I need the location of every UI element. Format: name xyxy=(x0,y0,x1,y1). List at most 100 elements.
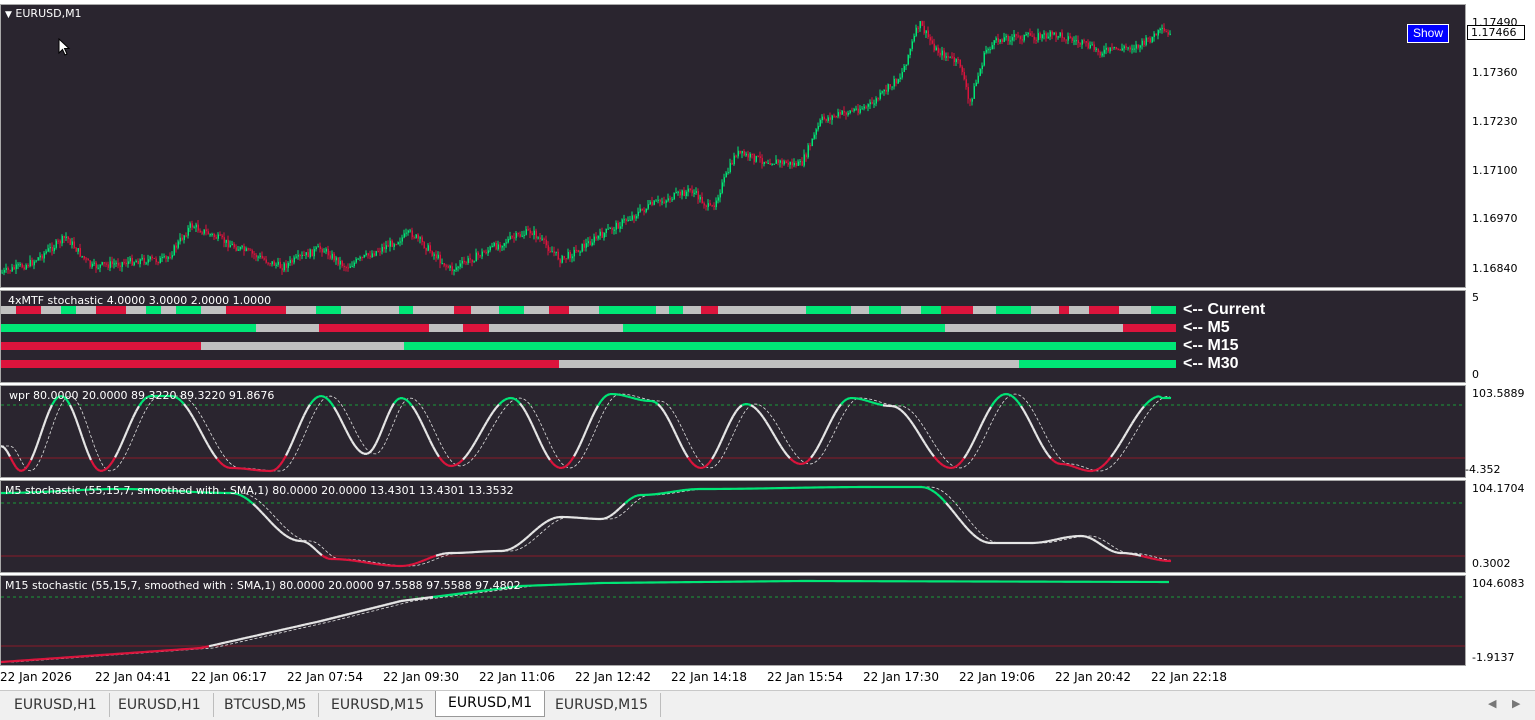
mtf-stochastic-pane[interactable]: 4xMTF stochastic 4.0000 3.0000 2.0000 1.… xyxy=(0,290,1466,383)
main-line xyxy=(591,410,596,418)
main-line xyxy=(216,458,221,463)
main-line xyxy=(729,415,734,423)
m5-scale[interactable]: 104.1704 0.3002 xyxy=(1466,480,1535,573)
main-line xyxy=(456,461,461,466)
tab-eurusd-m15[interactable]: EURUSD,M15 xyxy=(319,693,438,717)
candle-body xyxy=(99,264,101,268)
collapse-triangle-icon[interactable]: ▼ xyxy=(5,10,12,20)
tf-label-current: <-- Current xyxy=(1183,301,1266,318)
m15-scale[interactable]: 104.6083 -1.9137 xyxy=(1466,575,1535,666)
show-button[interactable]: Show xyxy=(1407,24,1450,43)
tab-eurusd-h1[interactable]: EURUSD,H1 xyxy=(2,693,110,717)
m15-stochastic-pane[interactable]: M15 stochastic (55,15,7, smoothed with :… xyxy=(0,575,1466,666)
candle-body xyxy=(149,256,151,260)
candle-body xyxy=(89,260,91,267)
candle-body xyxy=(651,201,653,205)
main-line xyxy=(1131,418,1136,425)
tab-eurusd-m15-2[interactable]: EURUSD,M15 xyxy=(543,693,662,717)
main-line xyxy=(1113,447,1118,454)
m5-stochastic-pane[interactable]: M5 stochastic (55,15,7, smoothed with : … xyxy=(0,480,1466,573)
main-line xyxy=(1095,540,1100,545)
main-line xyxy=(1122,432,1127,440)
wpr-scale[interactable]: 103.5889 -4.352 xyxy=(1465,385,1535,478)
candle-body xyxy=(473,261,475,263)
mtf-segment-row1 xyxy=(429,324,463,332)
candle-body xyxy=(359,257,361,259)
main-line xyxy=(777,441,782,448)
candle-body xyxy=(947,56,949,58)
candle-body xyxy=(173,245,175,256)
candle-body xyxy=(1067,36,1069,41)
main-line xyxy=(1041,444,1046,451)
candle-body xyxy=(447,266,449,268)
main-line xyxy=(735,407,740,413)
main-line xyxy=(186,407,191,414)
candle-body xyxy=(859,109,861,113)
candle-body xyxy=(687,188,689,192)
main-line xyxy=(900,409,905,414)
candle-body xyxy=(241,246,243,248)
candle-body xyxy=(269,263,271,265)
candle-body xyxy=(1015,34,1017,36)
mtf-scale[interactable]: 5 0 xyxy=(1466,290,1535,383)
price-level: 1.16970 xyxy=(1472,212,1518,225)
main-line xyxy=(354,445,359,451)
candlestick-chart[interactable] xyxy=(1,5,1466,288)
candle-body xyxy=(393,244,395,247)
candle-body xyxy=(277,261,279,265)
tab-eurusd-m1[interactable]: EURUSD,M1 xyxy=(435,691,546,717)
main-price-scale[interactable]: 1.17490 1.17360 1.17230 1.17100 1.16970 … xyxy=(1466,4,1535,288)
candle-body xyxy=(865,106,867,108)
main-line xyxy=(525,411,530,419)
main-line xyxy=(954,513,959,519)
main-line xyxy=(189,411,194,418)
candle-body xyxy=(893,78,895,87)
main-line xyxy=(660,406,665,413)
candle-body xyxy=(897,79,899,84)
main-line xyxy=(957,516,962,522)
main-line xyxy=(201,433,206,441)
wpr-pane[interactable]: wpr 80.0000 20.0000 89.3220 89.3220 91.8… xyxy=(0,385,1466,478)
candle-body xyxy=(993,40,995,46)
mtf-segment-row1 xyxy=(1,324,256,332)
main-line xyxy=(537,524,542,529)
candle-body xyxy=(187,227,189,236)
main-line xyxy=(801,461,806,465)
time-axis[interactable]: 22 Jan 2026 22 Jan 04:41 22 Jan 06:17 22… xyxy=(0,666,1466,688)
candle-body xyxy=(953,57,955,63)
scroll-left-icon[interactable]: ◀ xyxy=(1488,697,1497,710)
candle-body xyxy=(179,237,181,242)
candle-body xyxy=(1,272,3,274)
candle-body xyxy=(111,261,113,265)
candle-body xyxy=(537,237,539,239)
main-line xyxy=(429,439,434,447)
mtf-segment-row0 xyxy=(869,306,901,314)
candle-body xyxy=(735,155,737,157)
candle-body xyxy=(87,258,89,261)
candle-body xyxy=(23,267,25,270)
main-line xyxy=(340,613,346,618)
candle-body xyxy=(879,92,881,99)
scroll-right-icon[interactable]: ▶ xyxy=(1512,697,1521,710)
candle-body xyxy=(161,257,163,259)
candle-body xyxy=(945,56,947,58)
main-line xyxy=(86,452,93,461)
main-line xyxy=(71,411,78,420)
mtf-segment-row0 xyxy=(1151,306,1176,314)
main-line xyxy=(388,601,394,606)
tab-btcusd-m5[interactable]: BTCUSD,M5 xyxy=(212,693,320,717)
main-price-pane[interactable]: ▼ EURUSD,M1 Show xyxy=(0,4,1466,288)
candle-body xyxy=(571,256,573,259)
candle-body xyxy=(903,65,905,73)
main-line xyxy=(1083,469,1088,472)
main-line xyxy=(681,446,686,453)
candle-body xyxy=(53,247,55,252)
chart-area[interactable]: ▼ EURUSD,M1 Show 1.17490 1.17360 1.17230… xyxy=(0,0,1535,690)
main-line xyxy=(377,429,384,438)
tab-eurusd-h1-2[interactable]: EURUSD,H1 xyxy=(106,693,214,717)
candle-body xyxy=(527,229,529,231)
candle-body xyxy=(661,201,663,203)
candle-body xyxy=(329,255,331,259)
candle-body xyxy=(5,267,7,270)
main-line xyxy=(606,515,611,519)
